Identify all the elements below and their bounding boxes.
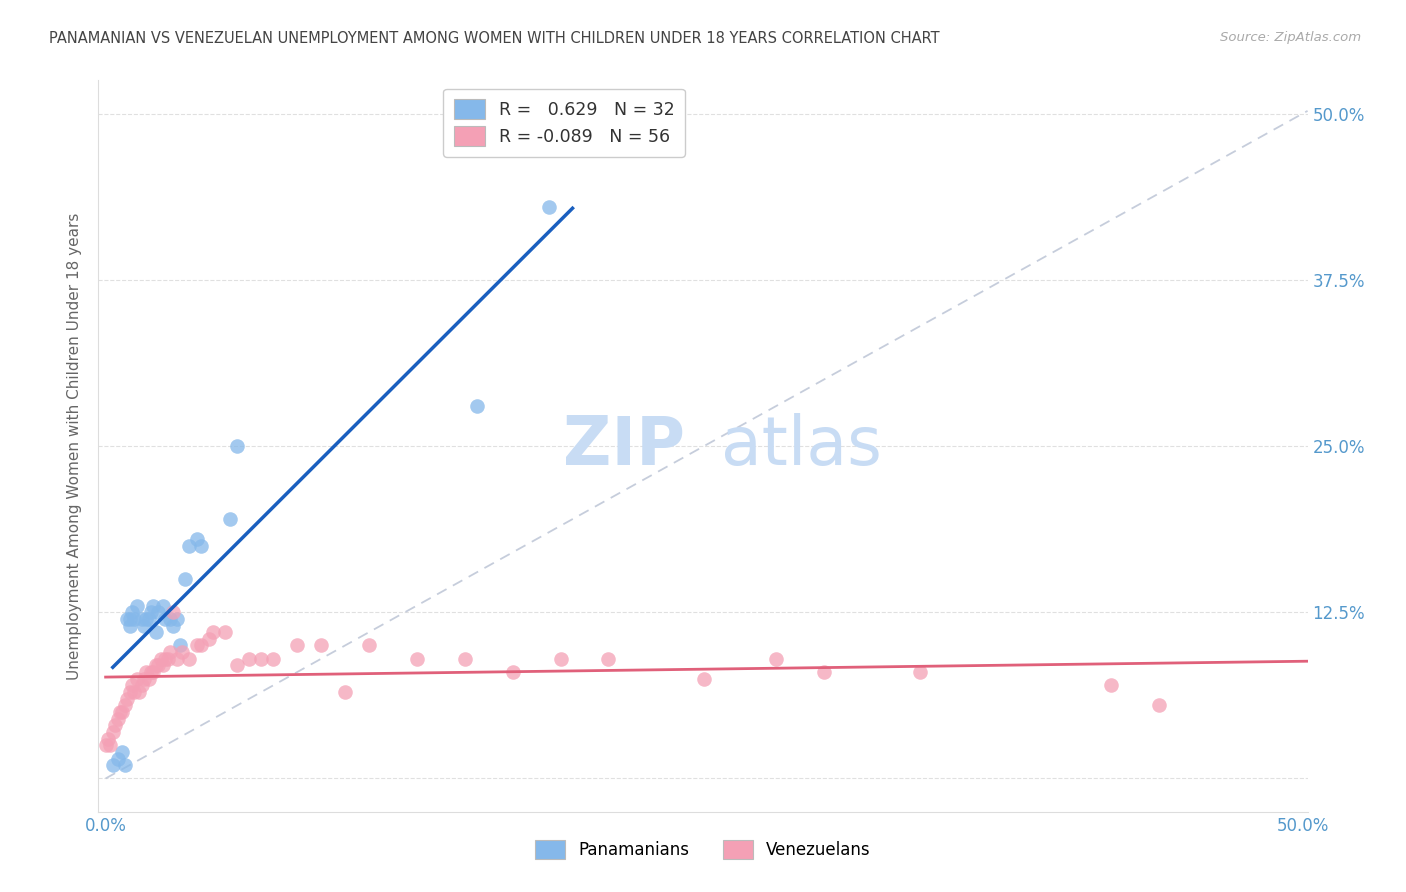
Point xyxy=(179,539,201,553)
Point xyxy=(465,399,488,413)
Point xyxy=(156,652,179,666)
Point xyxy=(104,718,127,732)
Point xyxy=(125,672,148,686)
Point xyxy=(97,731,120,746)
Point xyxy=(135,665,157,679)
Point xyxy=(155,612,177,626)
Point xyxy=(108,705,131,719)
Point xyxy=(202,625,225,640)
Point xyxy=(1147,698,1170,713)
Y-axis label: Unemployment Among Women with Children Under 18 years: Unemployment Among Women with Children U… xyxy=(67,212,83,680)
Text: Source: ZipAtlas.com: Source: ZipAtlas.com xyxy=(1220,31,1361,45)
Text: ZIP: ZIP xyxy=(562,413,685,479)
Point xyxy=(550,652,572,666)
Point xyxy=(172,645,194,659)
Point xyxy=(114,698,136,713)
Point xyxy=(219,512,242,526)
Point xyxy=(166,652,188,666)
Point xyxy=(111,745,134,759)
Point xyxy=(121,678,143,692)
Point xyxy=(118,618,141,632)
Point xyxy=(152,658,174,673)
Point xyxy=(107,751,129,765)
Point xyxy=(598,652,620,666)
Point xyxy=(262,652,284,666)
Point xyxy=(148,658,170,673)
Point xyxy=(152,599,174,613)
Point xyxy=(908,665,931,679)
Point xyxy=(138,672,160,686)
Point xyxy=(101,725,124,739)
Point xyxy=(162,618,184,632)
Point xyxy=(238,652,260,666)
Point xyxy=(765,652,787,666)
Point xyxy=(114,758,136,772)
Point xyxy=(138,612,160,626)
Point xyxy=(100,738,122,752)
Point xyxy=(132,618,155,632)
Point xyxy=(142,599,165,613)
Point xyxy=(101,758,124,772)
Point xyxy=(357,639,380,653)
Point xyxy=(186,639,208,653)
Point xyxy=(813,665,835,679)
Point xyxy=(166,612,188,626)
Point xyxy=(309,639,332,653)
Point xyxy=(159,645,181,659)
Point xyxy=(179,652,201,666)
Point xyxy=(186,532,208,546)
Point xyxy=(107,712,129,726)
Point xyxy=(537,200,560,214)
Point xyxy=(145,625,167,640)
Point xyxy=(162,605,184,619)
Point xyxy=(148,605,170,619)
Point xyxy=(405,652,427,666)
Point xyxy=(111,705,134,719)
Point xyxy=(115,691,138,706)
Point xyxy=(693,672,716,686)
Legend: Panamanians, Venezuelans: Panamanians, Venezuelans xyxy=(529,833,877,865)
Point xyxy=(131,612,153,626)
Point xyxy=(159,612,181,626)
Point xyxy=(190,539,212,553)
Text: atlas: atlas xyxy=(721,413,882,479)
Point xyxy=(118,612,141,626)
Point xyxy=(1099,678,1122,692)
Point xyxy=(139,665,162,679)
Point xyxy=(250,652,273,666)
Point xyxy=(128,685,150,699)
Point xyxy=(145,658,167,673)
Point xyxy=(197,632,219,646)
Point xyxy=(502,665,524,679)
Point xyxy=(333,685,356,699)
Point xyxy=(190,639,212,653)
Point xyxy=(226,658,249,673)
Point xyxy=(214,625,236,640)
Point xyxy=(125,599,148,613)
Point xyxy=(135,612,157,626)
Point xyxy=(131,678,153,692)
Point xyxy=(94,738,117,752)
Point xyxy=(142,665,165,679)
Point xyxy=(121,605,143,619)
Point xyxy=(155,652,177,666)
Point xyxy=(115,612,138,626)
Point xyxy=(454,652,477,666)
Point xyxy=(173,572,195,586)
Point xyxy=(169,639,191,653)
Text: PANAMANIAN VS VENEZUELAN UNEMPLOYMENT AMONG WOMEN WITH CHILDREN UNDER 18 YEARS C: PANAMANIAN VS VENEZUELAN UNEMPLOYMENT AM… xyxy=(49,31,939,46)
Point xyxy=(226,439,249,453)
Point xyxy=(285,639,308,653)
Point xyxy=(132,672,155,686)
Point xyxy=(139,605,162,619)
Point xyxy=(118,685,141,699)
Point xyxy=(124,612,146,626)
Point xyxy=(124,685,146,699)
Point xyxy=(149,652,172,666)
